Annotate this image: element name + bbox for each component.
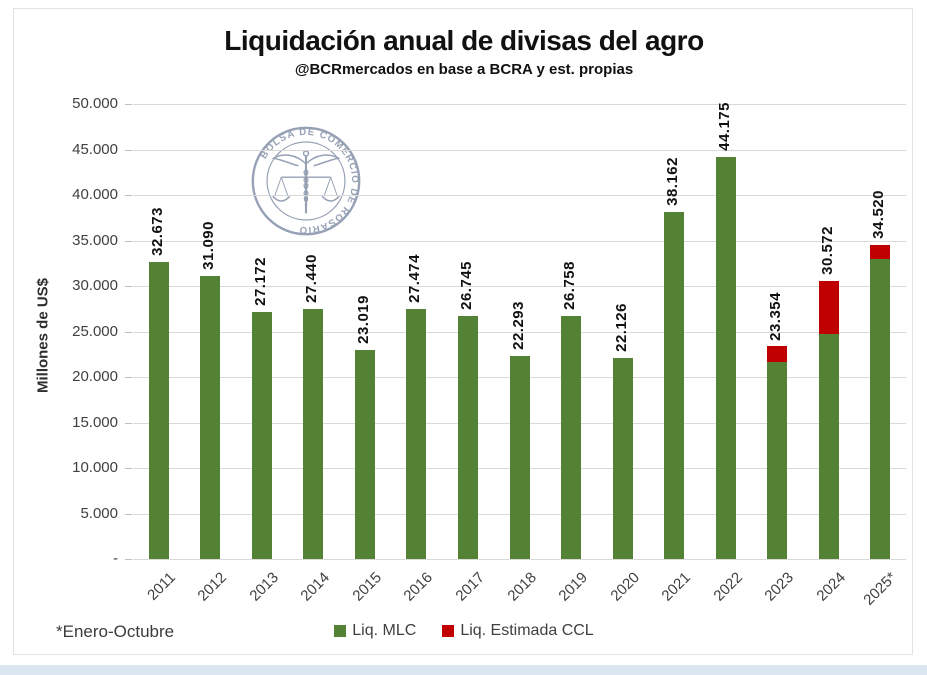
bar-value-label: 26.745	[457, 260, 475, 310]
x-tick-label-2018: 2018	[503, 569, 540, 605]
bar-value-label: 22.126	[612, 302, 630, 352]
bar-ccl-2025*	[870, 244, 891, 260]
y-tick-mark	[125, 149, 132, 151]
y-tick-mark	[125, 559, 132, 560]
x-tick-label-2023: 2023	[761, 569, 798, 605]
y-tick-mark	[125, 104, 132, 105]
bar-mlc-2014	[303, 309, 324, 559]
gridline	[133, 286, 906, 287]
bar-mlc-2012	[200, 276, 221, 559]
legend-label: Liq. Estimada CCL	[460, 622, 594, 639]
plot-area: 32.673 31.090 27.172 27.440 23.019 27.474 26.7…	[133, 102, 906, 560]
x-tick-label-2022: 2022	[710, 569, 746, 605]
bar-value-label: 31.090	[200, 221, 218, 271]
x-tick-label-2011: 2011	[143, 569, 179, 604]
x-tick-label-2017: 2017	[452, 569, 488, 605]
y-tick-label: 20.000	[72, 368, 118, 385]
bar-value-label: 27.474	[406, 254, 424, 303]
bottom-strip	[0, 665, 927, 675]
y-tick-label: 45.000	[72, 140, 118, 158]
chart-title: Liquidación anual de divisas del agro	[224, 25, 704, 56]
x-tick-label-2015: 2015	[349, 569, 385, 605]
bar-mlc-2011	[148, 261, 169, 559]
bar-mlc-2020	[612, 357, 633, 559]
bar-mlc-2015	[354, 349, 375, 559]
bar-value-label: 34.520	[870, 189, 888, 239]
bar-mlc-2013	[251, 311, 272, 559]
x-tick-label-2016: 2016	[400, 569, 437, 605]
legend-swatch-icon	[442, 625, 455, 637]
y-tick-mark	[125, 286, 132, 287]
gridline	[133, 559, 906, 560]
gridline	[133, 240, 906, 242]
bcr-logo: BOLSA DE COMERCIO DE ROSARIO	[251, 126, 361, 236]
gridline	[133, 104, 906, 105]
bar-mlc-2023	[767, 362, 788, 559]
y-tick-mark	[125, 331, 132, 333]
chart-subtitle: @BCRmercados en base a BCRA y est. propi…	[294, 61, 634, 78]
bar-mlc-2018	[509, 356, 530, 559]
bar-value-label: 27.440	[303, 254, 321, 304]
y-tick-label: 40.000	[72, 186, 118, 203]
footnote: *Enero-Octubre	[56, 622, 175, 641]
y-tick-mark	[125, 240, 132, 242]
bar-mlc-2021	[664, 211, 685, 559]
bar-ccl-2023	[767, 346, 788, 363]
y-tick-label: 30.000	[72, 277, 118, 294]
y-tick-label: -	[113, 550, 118, 567]
caduceus-scales-icon	[271, 150, 341, 214]
x-tick-label-2020: 2020	[606, 569, 643, 605]
x-tick-label-2013: 2013	[246, 569, 282, 605]
y-tick-label: 25.000	[72, 322, 118, 340]
bar-value-label: 26.758	[561, 260, 579, 310]
bar-mlc-2017	[457, 315, 478, 559]
y-tick-label: 5.000	[80, 504, 118, 522]
bar-mlc-2025*	[870, 259, 891, 559]
bar-ccl-2024	[818, 280, 839, 334]
y-tick-mark	[125, 195, 132, 196]
y-tick-mark	[125, 468, 132, 469]
gridline	[133, 195, 906, 196]
bar-value-label: 23.354	[767, 291, 785, 341]
bar-value-label: 27.172	[251, 256, 269, 306]
y-tick-label: 35.000	[72, 231, 118, 249]
y-tick-mark	[125, 422, 132, 424]
legend-item: Liq. MLC	[334, 622, 416, 640]
bar-mlc-2016	[406, 309, 427, 559]
bar-value-label: 38.162	[664, 156, 682, 206]
y-tick-label: 50.000	[72, 95, 118, 112]
x-tick-label-2012: 2012	[194, 569, 231, 605]
legend-item: Liq. Estimada CCL	[442, 622, 594, 640]
gridline	[133, 149, 906, 151]
y-tick-mark	[125, 377, 132, 378]
bar-value-label: 30.572	[818, 225, 836, 275]
x-tick-label-2021: 2021	[658, 569, 695, 605]
legend-label: Liq. MLC	[352, 622, 417, 639]
legend: Liq. MLC Liq. Estimada CCL	[14, 622, 914, 640]
y-tick-mark	[125, 513, 132, 515]
x-tick-label-2019: 2019	[555, 569, 592, 605]
gridline	[133, 331, 906, 333]
bar-mlc-2022	[715, 157, 736, 559]
x-tick-label-2014: 2014	[297, 569, 334, 605]
bar-value-label: 32.673	[148, 206, 166, 256]
x-tick-label-2024: 2024	[813, 569, 849, 605]
legend-swatch-icon	[334, 625, 347, 637]
bar-value-label: 44.175	[715, 102, 733, 152]
bar-mlc-2019	[561, 315, 582, 559]
y-tick-label: 15.000	[72, 413, 118, 431]
bar-value-label: 22.293	[509, 301, 527, 351]
x-tick-label-2025*: 2025*	[860, 569, 901, 609]
bar-mlc-2024	[818, 333, 839, 559]
bar-value-label: 23.019	[354, 294, 372, 344]
chart-frame: Liquidación anual de divisas del agro @B…	[13, 8, 913, 655]
y-tick-label: 10.000	[72, 459, 118, 476]
